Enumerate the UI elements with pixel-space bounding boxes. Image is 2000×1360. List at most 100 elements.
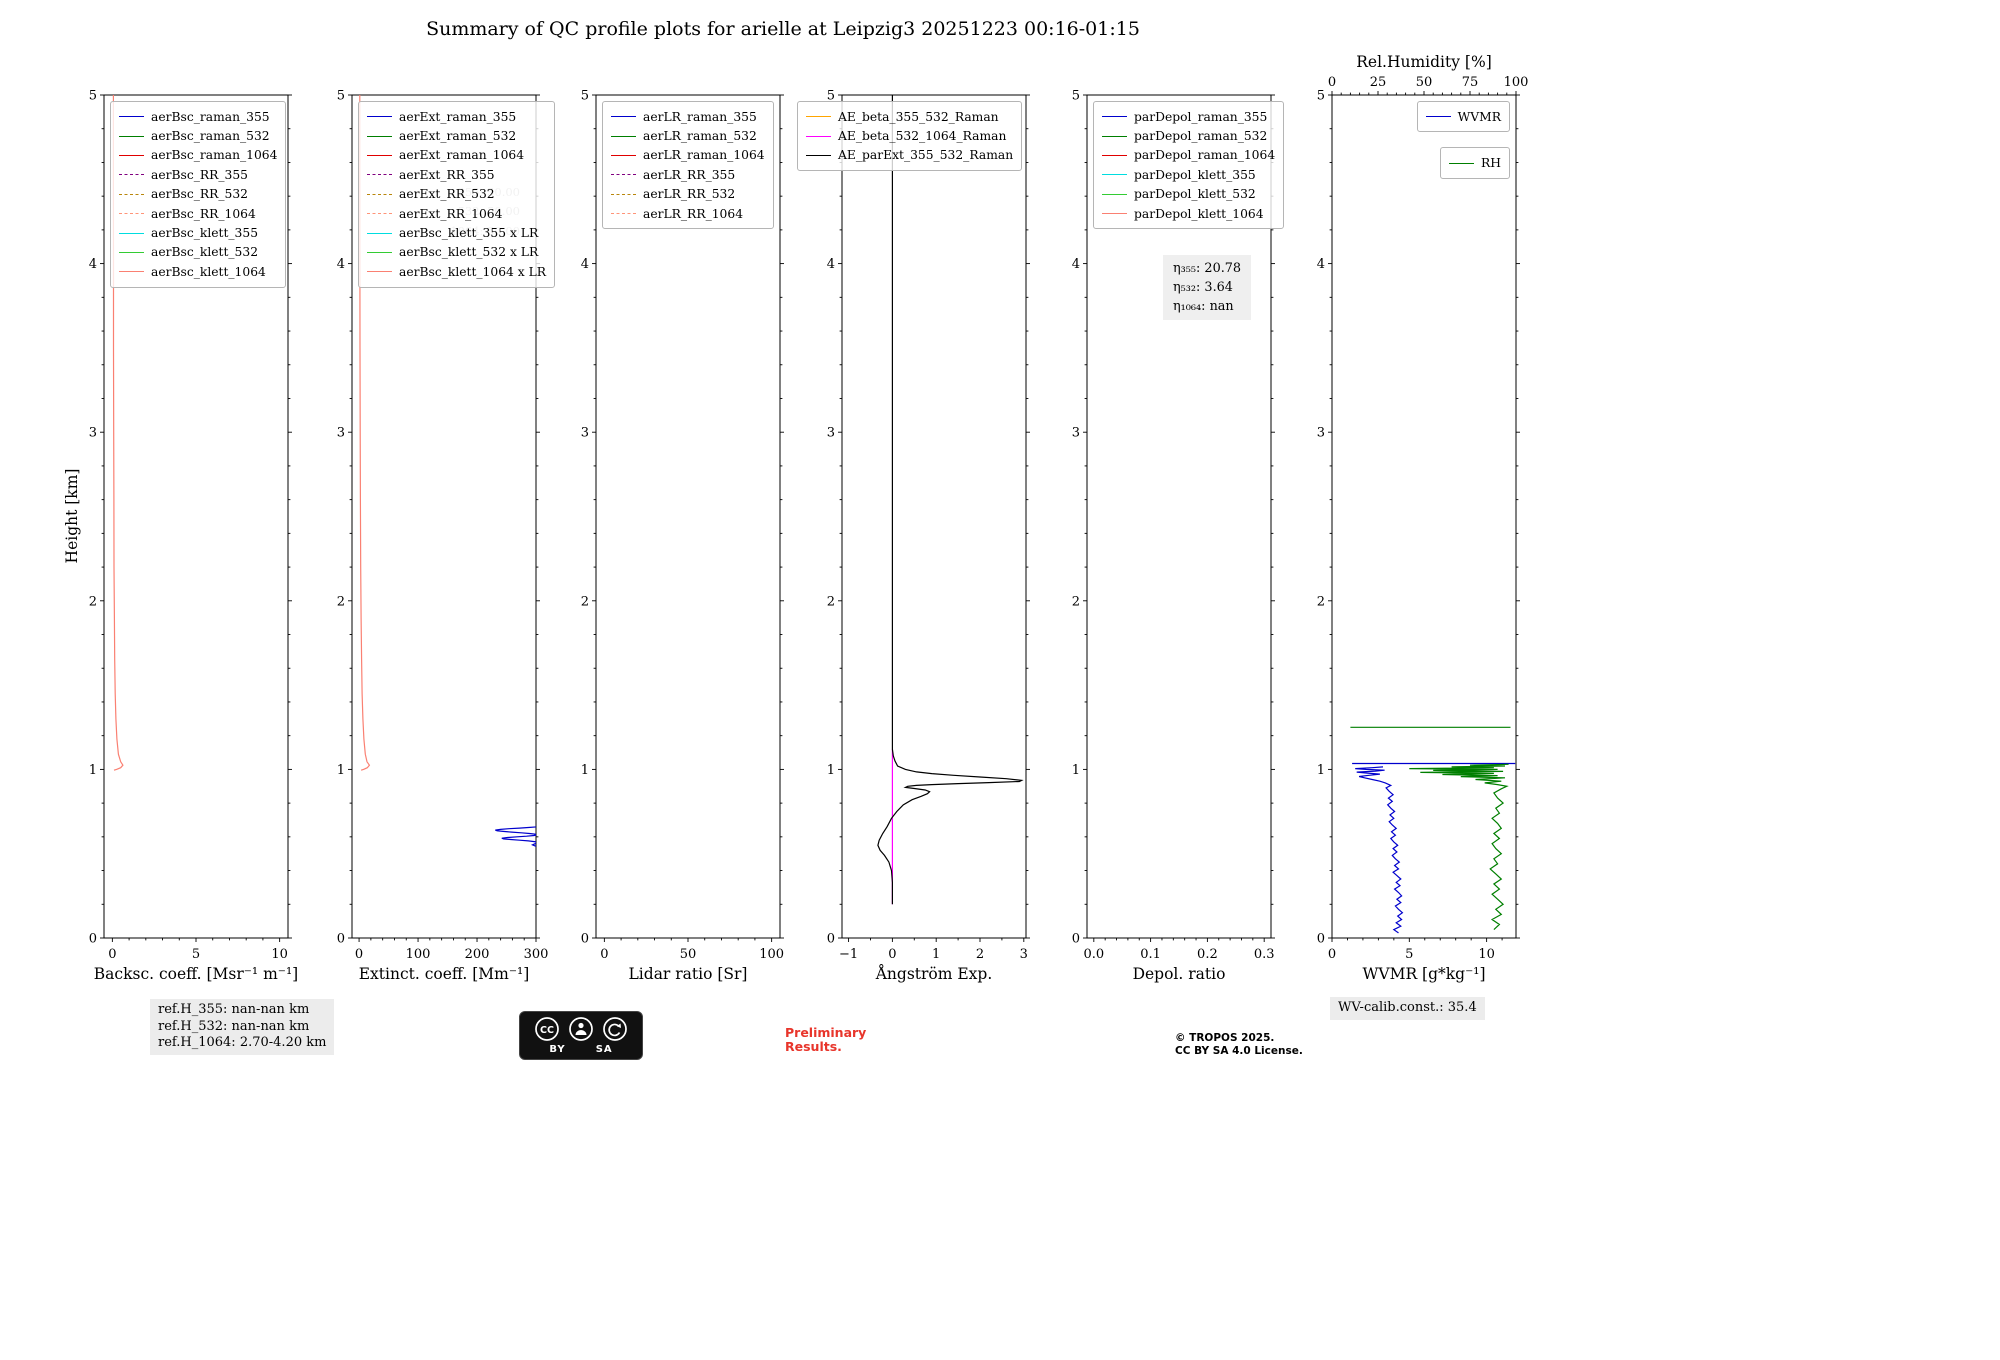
cc-sa-label: SA xyxy=(595,1044,613,1055)
panel-angstroem: 0 1 2 3 4 5 −1 0 1 2 3 Ångström Exp. AE_beta_355_532… xyxy=(797,89,1030,983)
x-axis-label: Ångström Exp. xyxy=(875,965,993,983)
legend-label: aerLR_raman_355 xyxy=(643,109,757,124)
legend-label: aerBsc_raman_532 xyxy=(151,129,270,144)
legend-item: aerBsc_RR_532 xyxy=(119,185,277,204)
legend-item: aerExt_raman_355 xyxy=(367,107,546,126)
cc-icon xyxy=(535,1017,559,1041)
svg-text:0: 0 xyxy=(827,932,835,947)
panel-backscatter: 0 1 2 3 4 5 0 5 10 Backsc. coeff. [Msr⁻¹ m⁻¹] aerB… xyxy=(89,89,299,984)
legend-line-sample xyxy=(1102,193,1127,195)
svg-text:5: 5 xyxy=(337,89,345,104)
copyright-note: © TROPOS 2025. CC BY SA 4.0 License. xyxy=(1175,1032,1303,1057)
x-axis-label: Extinct. coeff. [Mm⁻¹] xyxy=(359,965,530,983)
angstroem-plot: 0 1 2 3 4 5 −1 0 1 2 3 Ångström Exp. xyxy=(827,89,1030,983)
x-axis-label: Depol. ratio xyxy=(1133,965,1226,983)
legend-label: parDepol_klett_532 xyxy=(1134,187,1256,202)
legend-line-sample xyxy=(611,213,636,215)
legend-item: parDepol_raman_355 xyxy=(1102,107,1275,126)
legend-item: aerBsc_klett_532 x LR xyxy=(367,243,546,262)
legend-label: aerBsc_klett_532 x LR xyxy=(399,245,539,260)
legend-item: aerLR_RR_355 xyxy=(611,165,765,184)
cc-license-badge: CC BY SA xyxy=(519,1011,643,1060)
legend-item: AE_beta_532_1064_Raman xyxy=(806,126,1013,145)
svg-text:2: 2 xyxy=(89,594,97,609)
svg-text:0.2: 0.2 xyxy=(1197,947,1218,962)
svg-text:4: 4 xyxy=(581,257,589,272)
legend-label: aerLR_RR_1064 xyxy=(643,206,744,221)
legend-item: aerLR_raman_355 xyxy=(611,107,765,126)
legend-item: parDepol_klett_1064 xyxy=(1102,204,1275,223)
svg-text:50: 50 xyxy=(680,947,697,962)
svg-text:4: 4 xyxy=(1317,257,1325,272)
legend-label: parDepol_raman_1064 xyxy=(1134,148,1276,163)
legend: WVMR RH xyxy=(1416,101,1510,179)
axis-ticks xyxy=(1083,94,1275,942)
legend-item: aerExt_RR_355 xyxy=(367,165,546,184)
axes-frame xyxy=(351,94,537,939)
legend-line-sample xyxy=(367,116,392,118)
svg-text:2: 2 xyxy=(1317,594,1325,609)
axis-ticks xyxy=(1328,91,1520,942)
legend-line-sample xyxy=(611,135,636,137)
svg-text:0: 0 xyxy=(337,932,345,947)
legend-item: aerLR_raman_532 xyxy=(611,126,765,145)
svg-text:2: 2 xyxy=(827,594,835,609)
svg-text:1: 1 xyxy=(89,763,97,778)
legend-item: aerBsc_klett_1064 xyxy=(119,262,277,281)
ref-h-532: ref.H_532: nan-nan km xyxy=(158,1018,310,1034)
svg-text:300: 300 xyxy=(524,947,549,962)
legend-label: aerLR_RR_355 xyxy=(643,167,736,182)
backscatter-plot: 0 1 2 3 4 5 0 5 10 Backsc. coeff. [Msr⁻¹ m⁻¹] xyxy=(89,89,299,984)
legend-item: aerBsc_raman_355 xyxy=(119,107,277,126)
legend-label: aerBsc_RR_1064 xyxy=(151,206,256,221)
legend-item: aerBsc_raman_532 xyxy=(119,126,277,145)
legend-line-sample xyxy=(119,116,144,118)
legend-item: parDepol_klett_532 xyxy=(1102,185,1275,204)
legend-box: RH xyxy=(1440,147,1510,179)
svg-text:0.3: 0.3 xyxy=(1254,947,1275,962)
legend-line-sample xyxy=(119,193,144,195)
legend-label: parDepol_raman_355 xyxy=(1134,109,1268,124)
legend-label: aerExt_raman_1064 xyxy=(399,148,525,163)
person-icon xyxy=(569,1017,593,1041)
svg-text:3: 3 xyxy=(1317,426,1325,441)
eta-annotation: η₃₅₅: 20.78 η₅₃₂: 3.64 η₁₀₆₄: nan xyxy=(1163,255,1252,320)
extinction-plot: 0 1 2 3 4 5 0 100 200 300 Extinct. coeff. [Mm⁻¹] xyxy=(337,89,549,984)
legend-label: aerExt_raman_532 xyxy=(399,129,517,144)
svg-text:−1: −1 xyxy=(839,947,858,962)
svg-text:0: 0 xyxy=(1072,932,1080,947)
svg-text:CC: CC xyxy=(540,1025,554,1036)
legend-item: aerLR_raman_1064 xyxy=(611,146,765,165)
cc-license-labels: BY SA xyxy=(549,1044,612,1055)
preliminary-note: Preliminary Results. xyxy=(785,1025,867,1054)
legend-line-sample xyxy=(119,232,144,234)
x-axis-label: Backsc. coeff. [Msr⁻¹ m⁻¹] xyxy=(94,965,298,983)
tick-labels: 0 1 2 3 4 5 0 100 200 300 xyxy=(337,89,549,963)
axes-frame xyxy=(1331,94,1517,939)
svg-text:2: 2 xyxy=(337,594,345,609)
axis-ticks xyxy=(592,94,784,942)
svg-text:0.0: 0.0 xyxy=(1083,947,1104,962)
svg-text:5: 5 xyxy=(1072,89,1080,104)
aerExt_raman_355-curve xyxy=(495,826,536,847)
legend-label: AE_parExt_355_532_Raman xyxy=(838,148,1014,163)
svg-text:5: 5 xyxy=(1405,947,1413,962)
legend-label: aerBsc_klett_355 x LR xyxy=(399,226,539,241)
legend-item: parDepol_raman_1064 xyxy=(1102,146,1275,165)
svg-text:25: 25 xyxy=(1370,75,1387,90)
legend-item: aerBsc_RR_355 xyxy=(119,165,277,184)
legend-line-sample xyxy=(1102,174,1127,176)
legend-item: aerBsc_klett_355 x LR xyxy=(367,223,546,242)
ref-h-355: ref.H_355: nan-nan km xyxy=(158,1002,310,1017)
svg-text:100: 100 xyxy=(406,947,431,962)
svg-text:1: 1 xyxy=(1317,763,1325,778)
svg-text:200: 200 xyxy=(465,947,490,962)
svg-text:4: 4 xyxy=(89,257,97,272)
svg-text:0: 0 xyxy=(1328,947,1336,962)
svg-text:0: 0 xyxy=(888,947,896,962)
legend-item: aerExt_RR_532 xyxy=(367,185,546,204)
legend-item: AE_parExt_355_532_Raman xyxy=(806,146,1013,165)
legend-line-sample xyxy=(1102,213,1127,215)
legend-line-sample xyxy=(119,251,144,253)
